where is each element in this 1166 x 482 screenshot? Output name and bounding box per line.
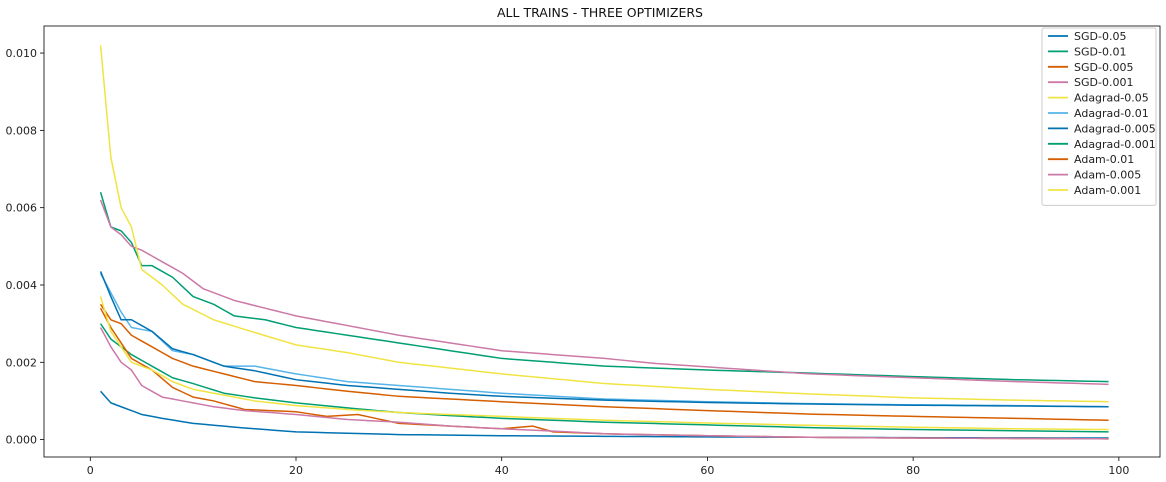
series-line-5 bbox=[99, 45, 1109, 403]
plot-lines bbox=[99, 45, 1109, 440]
x-tick-label: 20 bbox=[289, 464, 303, 477]
legend-box bbox=[1041, 27, 1157, 206]
legend-label: Adagrad-0.005 bbox=[1074, 122, 1156, 135]
legend-label: SGD-0.005 bbox=[1074, 61, 1133, 74]
legend-label: SGD-0.05 bbox=[1074, 30, 1126, 43]
legend: SGD-0.05 SGD-0.01 SGD-0.005 SGD-0.001 Adagra… bbox=[1041, 27, 1157, 206]
series-line-10 bbox=[99, 327, 1109, 440]
x-tick-label: 40 bbox=[495, 464, 509, 477]
series-line-4 bbox=[99, 199, 1109, 386]
x-tick-label: 60 bbox=[700, 464, 714, 477]
legend-label: SGD-0.001 bbox=[1074, 76, 1133, 89]
legend-label: Adam-0.001 bbox=[1074, 184, 1141, 197]
legend-label: Adagrad-0.001 bbox=[1074, 138, 1156, 151]
y-tick-label: 0.002 bbox=[6, 356, 38, 369]
series-line-8 bbox=[99, 323, 1109, 433]
x-tick-label: 80 bbox=[906, 464, 920, 477]
legend-label: Adagrad-0.05 bbox=[1074, 92, 1149, 105]
y-axis: 0.000 0.002 0.004 0.006 0.008 0.010 bbox=[6, 47, 44, 447]
y-tick-label: 0.010 bbox=[6, 47, 38, 60]
series-line-7 bbox=[99, 271, 1109, 408]
series-line-11 bbox=[99, 296, 1109, 431]
legend-label: Adam-0.005 bbox=[1074, 169, 1141, 182]
y-tick-label: 0.000 bbox=[6, 434, 38, 447]
y-tick-label: 0.004 bbox=[6, 279, 38, 292]
plot-frame bbox=[43, 25, 1161, 458]
legend-label: SGD-0.01 bbox=[1074, 45, 1126, 58]
x-tick-label: 0 bbox=[87, 464, 94, 477]
legend-label: Adam-0.01 bbox=[1074, 153, 1134, 166]
series-line-2 bbox=[99, 192, 1109, 383]
y-tick-label: 0.006 bbox=[6, 202, 38, 215]
x-axis: 0 20 40 60 80 100 bbox=[87, 457, 1129, 477]
x-tick-label: 100 bbox=[1108, 464, 1129, 477]
series-line-3 bbox=[99, 303, 1109, 422]
y-tick-label: 0.008 bbox=[6, 124, 38, 137]
chart-title: ALL TRAINS - THREE OPTIMIZERS bbox=[497, 5, 703, 20]
legend-label: Adagrad-0.01 bbox=[1074, 107, 1149, 120]
